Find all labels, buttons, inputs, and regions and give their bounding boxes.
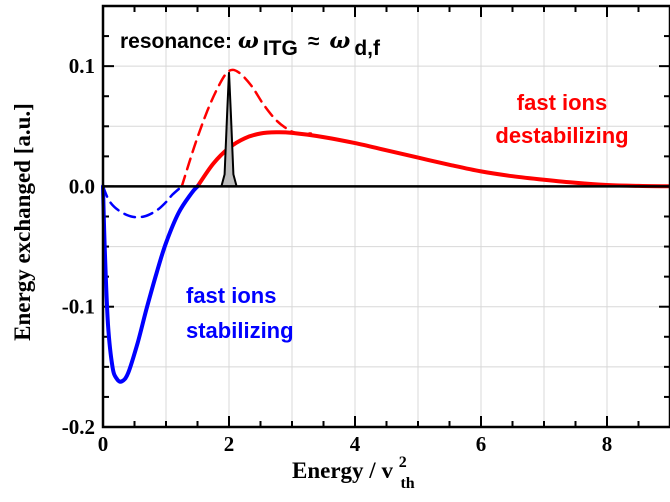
blue-dashed-series <box>101 185 184 219</box>
x-axis-title: Energy / v 2 th <box>292 447 415 492</box>
axis-ticks <box>102 5 670 428</box>
series-lines <box>101 68 670 384</box>
y-axis-title: Energy exchanged [a.u.] <box>10 103 35 341</box>
blue-solid-series <box>101 184 200 384</box>
resonance-prefix: resonance: <box>120 30 238 53</box>
x-tick-label: 0 <box>98 432 109 456</box>
resonance-annotation: resonance: ω ITG ≈ ω d,f <box>120 28 381 60</box>
omega-itg-symbol: ω <box>238 28 259 54</box>
y-tick-label: 0.1 <box>69 54 95 78</box>
omega-df-symbol: ω <box>329 28 350 54</box>
x-axis-title-main: Energy / v <box>292 458 393 483</box>
red-solid-series <box>195 130 670 189</box>
y-tick-label: 0.0 <box>69 174 95 198</box>
resonance-peak <box>220 72 238 188</box>
omega-itg-subscript: ITG <box>263 37 298 60</box>
x-tick-label: 6 <box>476 432 487 456</box>
approx-symbol: ≈ <box>308 30 320 53</box>
stabilizing-label-line1: fast ions <box>186 283 276 308</box>
x-tick-label: 8 <box>602 432 613 456</box>
x-axis-title-sub: th <box>400 475 414 492</box>
plot-frame <box>101 4 670 429</box>
x-tick-label: 2 <box>224 432 235 456</box>
omega-df-subscript: d,f <box>354 37 381 60</box>
grid-lines <box>103 6 670 427</box>
stabilizing-label-line2: stabilizing <box>186 318 294 343</box>
tick-labels: 0 2 4 6 8 -0.2 -0.1 0.0 0.1 <box>62 54 613 456</box>
destabilizing-label-line2: destabilizing <box>495 123 628 148</box>
x-axis-title-sup: 2 <box>399 454 407 471</box>
destabilizing-label-line1: fast ions <box>517 90 607 115</box>
red-dashed-series <box>180 68 313 188</box>
y-tick-label: -0.2 <box>62 415 95 439</box>
y-tick-label: -0.1 <box>62 295 95 319</box>
x-tick-label: 4 <box>350 432 361 456</box>
